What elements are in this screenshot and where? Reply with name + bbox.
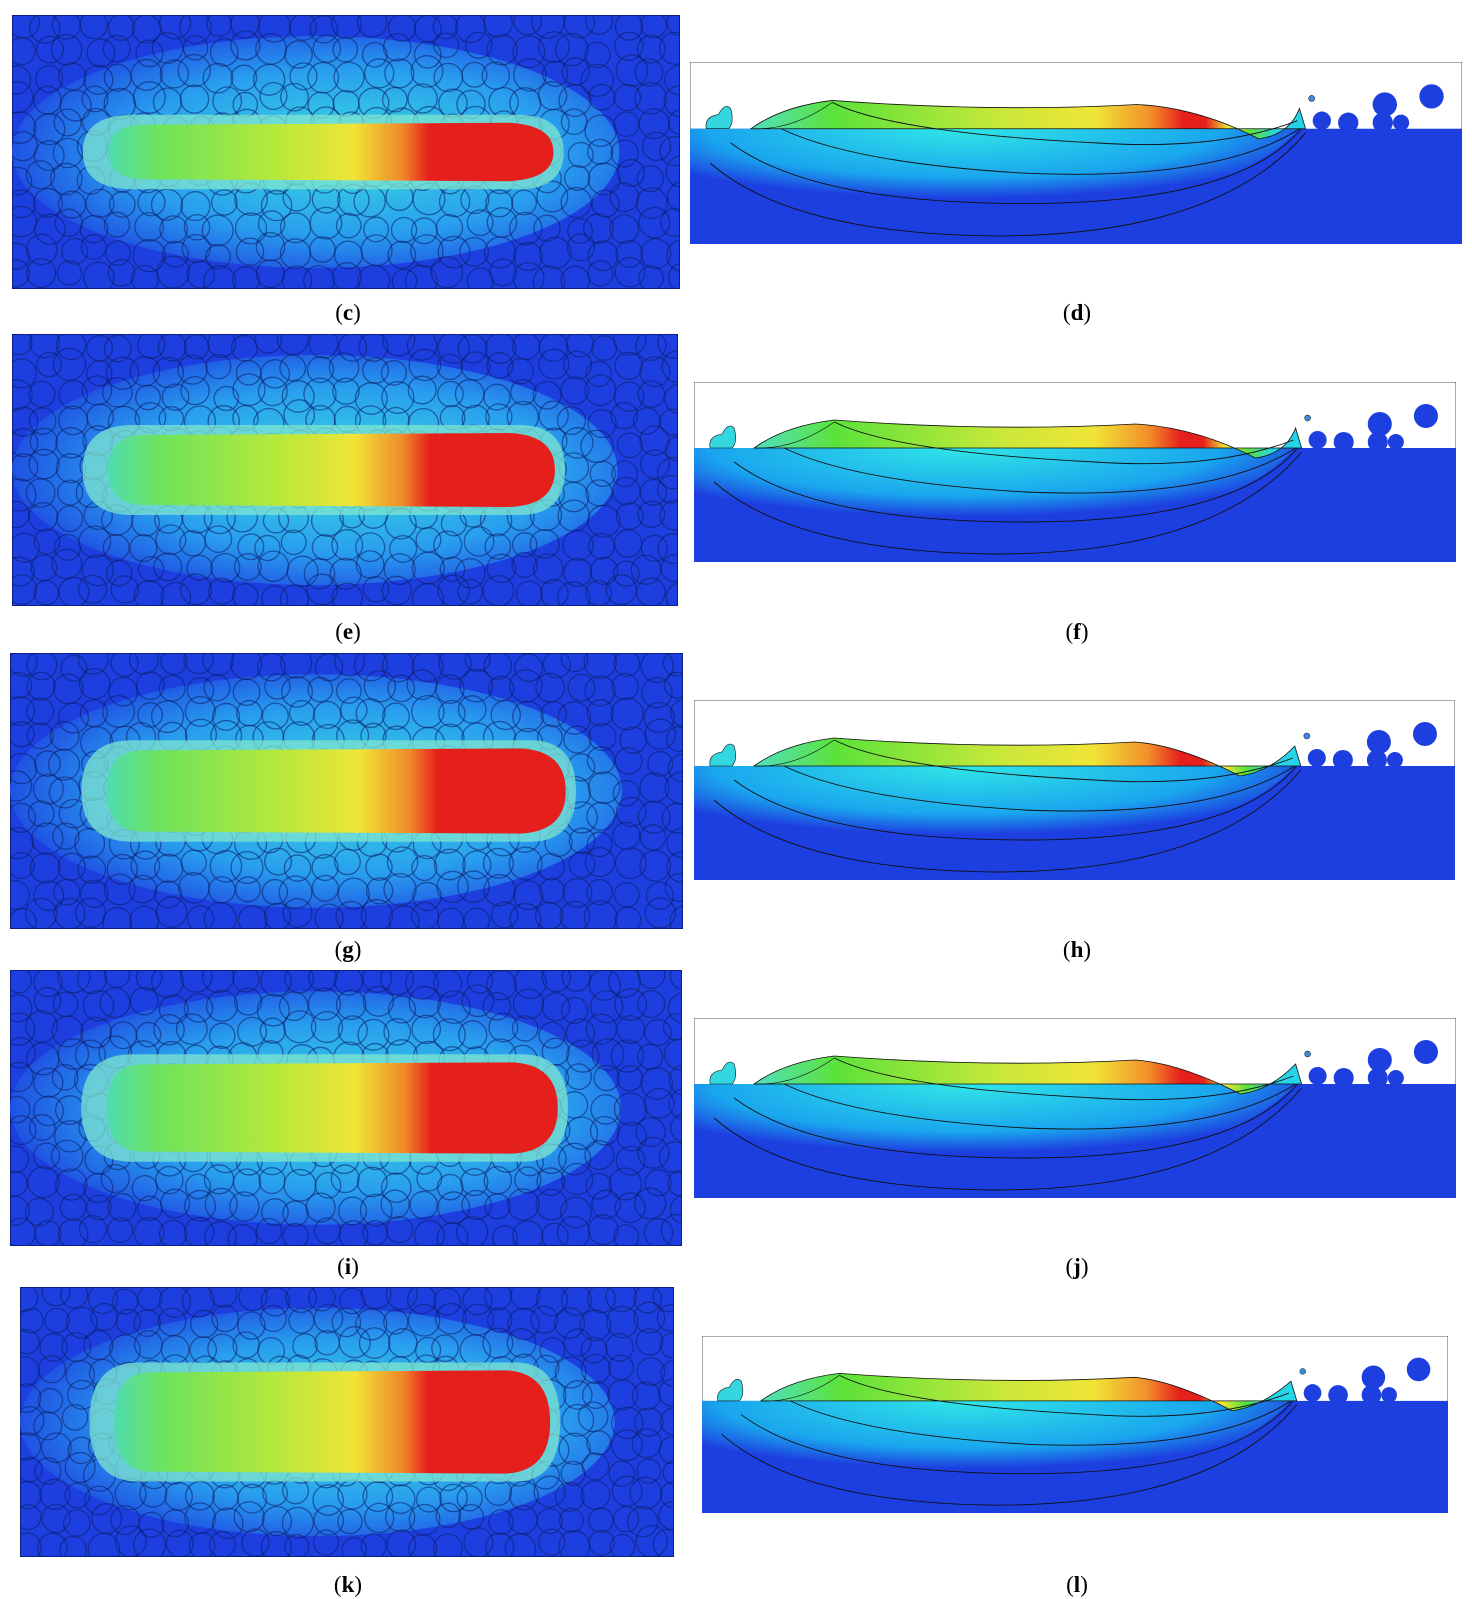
panel-caption-c: (c) [335, 300, 361, 325]
side-view-contour [694, 1018, 1456, 1198]
panel-caption-g: (g) [334, 937, 362, 962]
top-view-contour [10, 653, 683, 929]
side-view-contour [702, 1336, 1448, 1513]
melt-pool-side-view-j [694, 1018, 1456, 1198]
melt-pool-top-view-i [10, 970, 682, 1246]
melt-pool-top-view-e [12, 334, 678, 606]
side-view-contour [690, 62, 1462, 244]
melt-pool-top-view-k [20, 1287, 674, 1557]
side-view-contour [694, 700, 1455, 880]
melt-pool-top-view-c [12, 15, 680, 289]
melt-pool-side-view-f [694, 382, 1456, 562]
top-view-contour [12, 15, 680, 289]
panel-caption-e: (e) [335, 619, 361, 644]
panel-caption-j: (j) [1065, 1254, 1089, 1279]
panel-caption-h: (h) [1062, 937, 1092, 962]
panel-caption-k: (k) [333, 1572, 363, 1597]
top-view-contour [10, 970, 682, 1246]
panel-caption-f: (f) [1065, 619, 1089, 644]
top-view-contour [20, 1287, 674, 1557]
melt-pool-top-view-g [10, 653, 683, 929]
panel-caption-i: (i) [337, 1254, 359, 1279]
melt-pool-side-view-h [694, 700, 1455, 880]
melt-pool-side-view-d [690, 62, 1462, 244]
side-view-contour [694, 382, 1456, 562]
panel-caption-d: (d) [1062, 300, 1092, 325]
melt-pool-side-view-l [702, 1336, 1448, 1513]
top-view-contour [12, 334, 678, 606]
panel-caption-l: (l) [1066, 1572, 1088, 1597]
